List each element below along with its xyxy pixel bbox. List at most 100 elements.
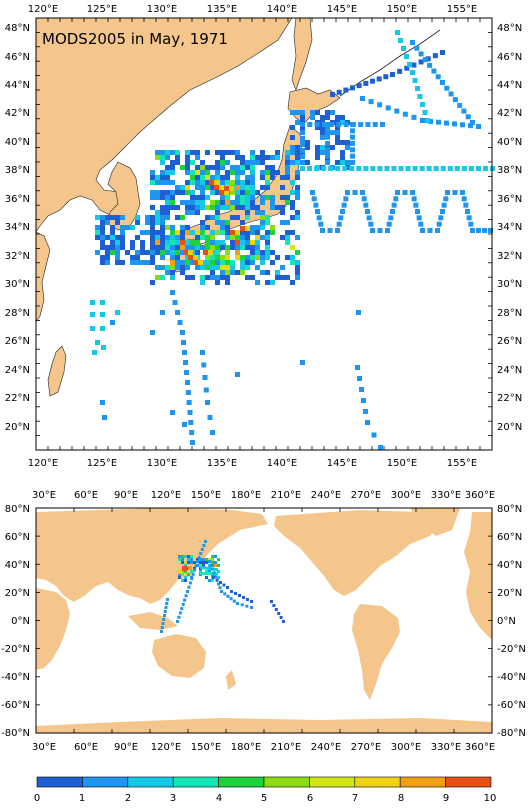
observation-square [175,155,180,160]
observation-square [245,215,250,220]
observation-square [443,196,449,202]
observation-square [295,120,300,125]
observation-square [208,570,211,573]
bot-ylabel-r7: -60°N [497,700,526,711]
bot-ylabel-l0: 80°N [5,504,30,515]
observation-square [195,235,200,240]
observation-square [95,250,100,255]
observation-square [110,245,115,250]
observation-square [115,260,120,265]
observation-square [412,78,418,83]
observation-square [350,128,355,134]
asia-mainland [36,18,293,233]
top-ylabel-r8: 32°N [497,251,522,262]
bot-ylabel-l6: -40°N [1,672,30,683]
observation-square [235,175,240,180]
observation-square [178,573,181,576]
observation-square [295,215,300,220]
observation-square [190,260,195,265]
observation-square [181,573,184,576]
observation-square [436,119,441,125]
observation-square [315,209,320,214]
observation-square [357,376,362,381]
observation-square [230,170,235,175]
observation-square [190,558,193,561]
observation-square [166,598,169,601]
observation-square [210,245,215,250]
observation-square [386,221,392,227]
observation-square [250,250,255,255]
observation-square [199,558,202,561]
observation-square [330,110,335,115]
observation-square [230,150,235,155]
bot-ylabel-r2: 40°N [497,560,522,571]
observation-square [185,155,190,160]
observation-square [195,210,200,215]
observation-square [245,165,250,170]
observation-square [411,196,417,202]
observation-square [212,571,216,575]
observation-square [370,166,376,171]
top-xlabel-0: 120°E [28,4,58,15]
observation-square [200,280,205,285]
observation-square [220,200,225,205]
observation-square [120,245,125,250]
observation-square [377,166,383,171]
observation-square [219,190,224,195]
observation-square [197,556,201,559]
observation-square [230,265,235,270]
observation-square [225,170,230,175]
observation-square [270,155,275,160]
observation-square [390,209,395,214]
observation-square [191,572,195,576]
observation-square [175,205,180,210]
observation-square [199,570,202,573]
observation-square [404,65,410,71]
observation-square [195,250,200,255]
observation-square [380,122,385,127]
observation-square [402,111,408,117]
observation-square [230,215,235,220]
observation-square [185,390,191,395]
observation-square [285,200,290,205]
observation-square [340,115,345,120]
observation-square [305,140,310,145]
observation-square [476,124,481,129]
observation-square [155,245,160,250]
observation-square [250,180,255,185]
observation-square [285,175,290,180]
observation-square [203,387,209,393]
observation-square [465,209,470,214]
observation-square [215,170,220,175]
observation-square [245,175,250,180]
observation-square [95,215,100,220]
observation-square [162,618,166,621]
observation-square [208,558,211,561]
observation-square [350,134,355,140]
observation-square [415,209,420,214]
new-zealand [226,670,236,690]
bot-ylabel-l8: -80°N [1,728,30,739]
observation-square [215,250,220,255]
observation-square [165,195,170,200]
top-ylabel-l5: 38°N [5,165,30,176]
observation-square [225,265,230,270]
observation-square [204,540,207,543]
observation-square [105,220,110,225]
observation-square [163,610,167,613]
observation-square [290,205,295,210]
observation-square [208,560,211,563]
observation-square [160,210,165,215]
observation-square [335,115,340,120]
observation-square [270,250,275,255]
observation-square [340,140,345,145]
regional-x-labels-bottom: 120°E 125°E 130°E 135°E 140°E 145°E 150°… [28,458,477,469]
observation-square [210,275,215,280]
observation-square [280,205,285,210]
observation-square [150,235,155,240]
observation-square [290,110,295,115]
observation-square [365,209,370,214]
observation-square [290,190,295,195]
observation-square [230,260,235,265]
observation-square [190,245,195,250]
